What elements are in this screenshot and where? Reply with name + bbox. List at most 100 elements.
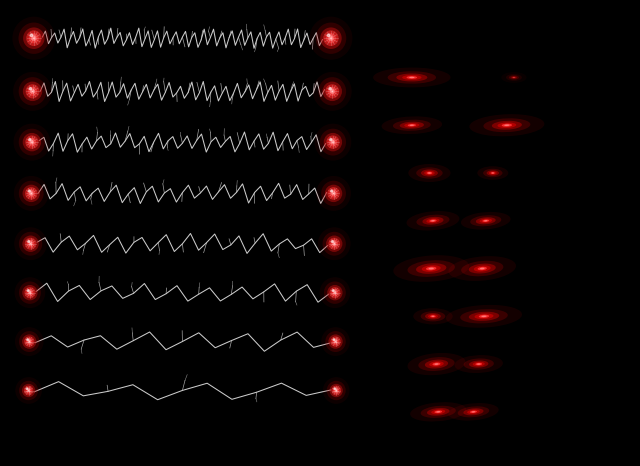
Ellipse shape	[22, 335, 36, 349]
Ellipse shape	[486, 170, 499, 176]
Ellipse shape	[326, 33, 336, 43]
Ellipse shape	[323, 232, 346, 256]
Ellipse shape	[393, 255, 469, 282]
Ellipse shape	[469, 114, 545, 137]
Ellipse shape	[316, 22, 346, 54]
Ellipse shape	[463, 358, 494, 370]
Ellipse shape	[509, 75, 519, 80]
Ellipse shape	[408, 260, 455, 277]
Ellipse shape	[430, 315, 436, 317]
Ellipse shape	[329, 138, 337, 146]
Ellipse shape	[319, 277, 350, 308]
Ellipse shape	[481, 315, 486, 317]
Ellipse shape	[429, 361, 444, 367]
Ellipse shape	[320, 129, 346, 156]
Ellipse shape	[328, 335, 342, 349]
Text: 8.3 nm: 8.3 nm	[561, 119, 602, 132]
Ellipse shape	[419, 357, 454, 371]
Ellipse shape	[425, 313, 441, 320]
Ellipse shape	[408, 353, 465, 375]
Ellipse shape	[332, 191, 336, 196]
Ellipse shape	[320, 27, 342, 49]
Ellipse shape	[310, 17, 353, 60]
Ellipse shape	[404, 123, 419, 128]
Ellipse shape	[497, 123, 516, 128]
Ellipse shape	[460, 309, 508, 323]
Ellipse shape	[23, 27, 45, 49]
Ellipse shape	[28, 138, 36, 146]
Ellipse shape	[425, 360, 448, 369]
Ellipse shape	[19, 129, 45, 156]
Ellipse shape	[402, 75, 422, 80]
Ellipse shape	[328, 187, 340, 200]
Ellipse shape	[417, 215, 449, 227]
Ellipse shape	[19, 77, 47, 105]
Ellipse shape	[426, 219, 440, 223]
Ellipse shape	[27, 389, 30, 392]
Ellipse shape	[332, 289, 339, 296]
Text: 5.1 nm: 5.1 nm	[561, 214, 602, 227]
Ellipse shape	[433, 363, 440, 366]
Ellipse shape	[328, 238, 340, 250]
Ellipse shape	[23, 82, 42, 101]
Ellipse shape	[480, 267, 484, 269]
Ellipse shape	[512, 77, 516, 78]
Ellipse shape	[13, 72, 52, 111]
Ellipse shape	[24, 287, 35, 298]
Ellipse shape	[19, 22, 49, 54]
Text: $d$: $d$	[497, 442, 507, 457]
Ellipse shape	[328, 35, 333, 41]
Ellipse shape	[316, 176, 351, 211]
Ellipse shape	[25, 187, 37, 200]
Ellipse shape	[449, 256, 516, 281]
Ellipse shape	[30, 34, 33, 36]
Ellipse shape	[324, 133, 342, 151]
Ellipse shape	[30, 89, 35, 94]
Ellipse shape	[410, 124, 414, 126]
Ellipse shape	[28, 290, 29, 291]
Ellipse shape	[484, 220, 488, 221]
Ellipse shape	[513, 77, 515, 78]
Ellipse shape	[25, 238, 36, 250]
Ellipse shape	[26, 388, 28, 390]
Ellipse shape	[313, 72, 351, 111]
Ellipse shape	[330, 89, 335, 94]
Ellipse shape	[431, 410, 445, 414]
Ellipse shape	[328, 87, 337, 96]
Ellipse shape	[506, 74, 522, 81]
Ellipse shape	[473, 362, 484, 366]
Ellipse shape	[333, 339, 335, 340]
Text: 6.5 nm: 6.5 nm	[561, 166, 602, 179]
Ellipse shape	[325, 185, 342, 202]
Ellipse shape	[19, 181, 44, 206]
Ellipse shape	[393, 120, 431, 131]
Ellipse shape	[436, 411, 440, 412]
Ellipse shape	[323, 377, 349, 404]
Ellipse shape	[429, 219, 436, 222]
Ellipse shape	[28, 87, 37, 96]
Ellipse shape	[408, 124, 416, 126]
Ellipse shape	[483, 219, 489, 222]
Ellipse shape	[332, 242, 336, 246]
Ellipse shape	[19, 331, 40, 352]
Ellipse shape	[330, 189, 338, 198]
Ellipse shape	[479, 219, 492, 223]
Text: 2.8 nm: 2.8 nm	[561, 405, 602, 418]
Ellipse shape	[416, 167, 443, 178]
Ellipse shape	[429, 267, 434, 269]
Ellipse shape	[331, 140, 335, 144]
Ellipse shape	[330, 287, 340, 298]
Ellipse shape	[483, 118, 531, 132]
Text: 3.3 nm: 3.3 nm	[561, 357, 602, 370]
Ellipse shape	[318, 77, 346, 105]
Ellipse shape	[330, 138, 332, 141]
Ellipse shape	[326, 136, 339, 149]
Ellipse shape	[31, 35, 36, 41]
Ellipse shape	[511, 76, 517, 79]
Ellipse shape	[29, 242, 33, 246]
Ellipse shape	[491, 172, 495, 174]
Ellipse shape	[332, 290, 334, 291]
Ellipse shape	[476, 217, 496, 224]
Ellipse shape	[24, 386, 33, 395]
Ellipse shape	[470, 215, 501, 226]
